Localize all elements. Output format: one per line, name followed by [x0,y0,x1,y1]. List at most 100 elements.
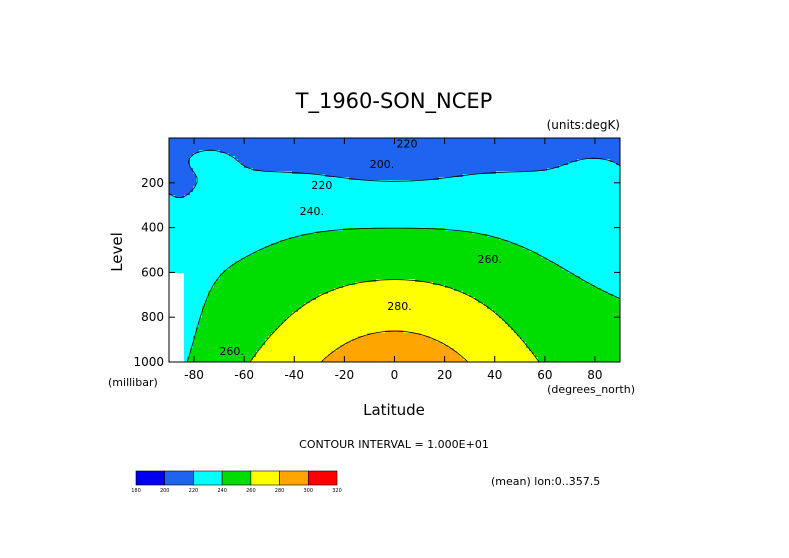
contour-cell [292,195,295,198]
contour-cell [598,177,601,180]
contour-cell [592,213,595,216]
contour-cell [577,186,580,189]
contour-cell [616,177,619,180]
contour-cell [505,201,508,204]
contour-cell [301,225,304,228]
contour-cell [265,222,268,225]
contour-cell [535,189,538,192]
contour-cell [190,198,193,201]
contour-cell [595,195,598,198]
contour-cell [235,156,238,159]
contour-cell [430,231,433,234]
contour-cell [268,216,271,219]
contour-cell [613,144,616,147]
contour-cell [403,186,406,189]
contour-cell [505,216,508,219]
contour-cell [175,219,178,222]
contour-cell [385,156,388,159]
contour-cell [292,162,295,165]
contour-cell [385,201,388,204]
contour-cell [268,207,271,210]
contour-cell [343,234,346,237]
contour-cell [469,165,472,168]
contour-cell [541,162,544,165]
contour-cell [502,222,505,225]
contour-cell [292,234,295,237]
contour-cell [295,207,298,210]
contour-cell [532,165,535,168]
contour-cell [478,234,481,237]
contour-cell [193,195,196,198]
contour-cell [547,183,550,186]
contour-cell [580,180,583,183]
contour-cell [475,177,478,180]
contour-cell [580,174,583,177]
contour-cell [610,216,613,219]
contour-cell [454,177,457,180]
contour-cell [529,156,532,159]
contour-cell [511,228,514,231]
contour-cell [358,180,361,183]
contour-cell [427,183,430,186]
contour-cell [397,204,400,207]
contour-cell [367,159,370,162]
contour-cell [373,144,376,147]
contour-cell [253,159,256,162]
contour-cell [346,138,349,141]
contour-cell [283,174,286,177]
contour-cell [187,171,190,174]
contour-cell [493,195,496,198]
contour-cell [268,168,271,171]
contour-cell [496,195,499,198]
contour-cell [349,213,352,216]
contour-cell [403,192,406,195]
contour-cell [385,228,388,231]
contour-cell [334,174,337,177]
contour-cell [541,150,544,153]
contour-cell [256,174,259,177]
contour-cell [208,201,211,204]
contour-cell [598,213,601,216]
contour-cell [253,144,256,147]
contour-cell [565,228,568,231]
contour-cell [589,225,592,228]
contour-cell [568,153,571,156]
contour-cell [577,192,580,195]
contour-cell [607,180,610,183]
contour-cell [454,234,457,237]
contour-cell [391,156,394,159]
contour-cell [544,141,547,144]
contour-cell [484,156,487,159]
contour-cell [391,204,394,207]
contour-cell [304,207,307,210]
contour-cell [214,156,217,159]
contour-cell [457,192,460,195]
contour-cell [442,225,445,228]
contour-cell [391,153,394,156]
contour-cell [460,201,463,204]
contour-cell [379,156,382,159]
contour-cell [379,213,382,216]
contour-cell [433,192,436,195]
contour-cell [481,192,484,195]
contour-cell [340,171,343,174]
contour-cell [478,177,481,180]
contour-cell [178,204,181,207]
contour-cell [331,168,334,171]
contour-cell [418,168,421,171]
contour-cell [352,225,355,228]
contour-cell [187,150,190,153]
contour-cell [244,186,247,189]
contour-cell [607,222,610,225]
contour-cell [520,234,523,237]
contour-cell [340,159,343,162]
contour-cell [382,195,385,198]
contour-cell [226,150,229,153]
contour-cell [400,138,403,141]
contour-cell [340,189,343,192]
contour-cell [568,231,571,234]
contour-cell [580,156,583,159]
contour-cell [217,222,220,225]
contour-cell [331,189,334,192]
contour-cell [400,222,403,225]
